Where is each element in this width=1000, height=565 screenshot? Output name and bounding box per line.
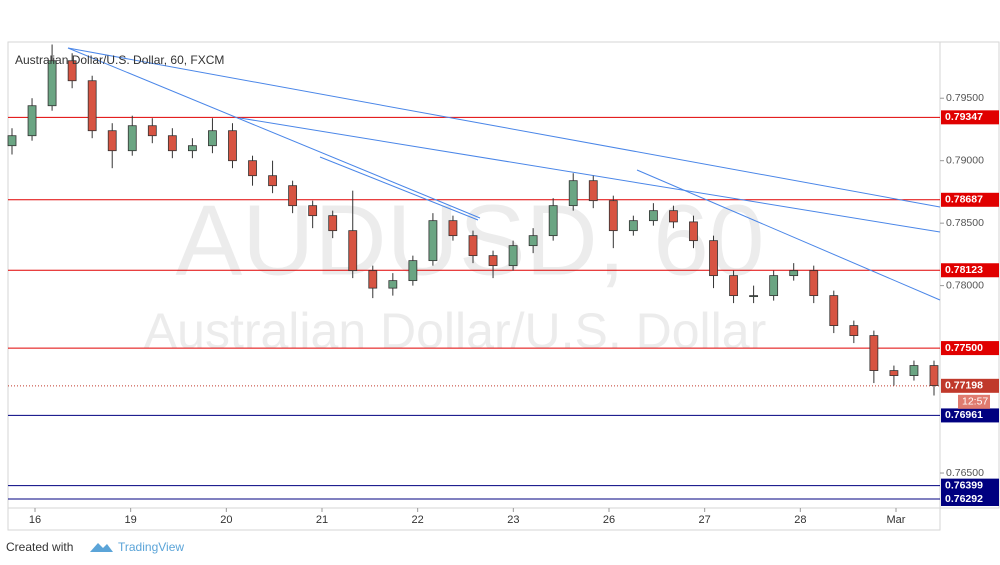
- chart-title: Australian Dollar/U.S. Dollar, 60, FXCM: [15, 53, 224, 67]
- x-tick-label: 21: [316, 514, 328, 526]
- candle-body: [428, 220, 438, 262]
- x-tick-label: 26: [603, 514, 615, 526]
- x-tick-label: 19: [125, 514, 137, 526]
- candle-body: [568, 180, 578, 207]
- candle-body: [689, 221, 698, 242]
- trend-line: [67, 47, 481, 219]
- candle-body: [749, 295, 759, 298]
- candle-body: [388, 280, 398, 289]
- candle-body: [769, 275, 779, 297]
- level-label-box: [941, 478, 999, 493]
- candle-body: [488, 255, 498, 267]
- candle-body: [508, 245, 518, 267]
- plot-area: [7, 41, 941, 509]
- candle-body: [528, 235, 538, 247]
- x-tick-label: 16: [29, 514, 41, 526]
- trend-lines: [67, 47, 941, 301]
- candle-body: [328, 215, 338, 232]
- level-label: 0.78687: [945, 194, 983, 206]
- candle-body: [729, 275, 738, 297]
- candle-body: [929, 365, 939, 386]
- candle-body: [408, 260, 418, 282]
- candle-body: [348, 230, 358, 272]
- level-label-box: [941, 408, 999, 423]
- candle-body: [608, 200, 618, 232]
- trend-line: [67, 47, 941, 208]
- candle-body: [67, 60, 77, 82]
- trend-line: [319, 156, 479, 221]
- level-label-box: [941, 263, 999, 278]
- x-tick-label: 22: [412, 514, 424, 526]
- level-label-box: [941, 341, 999, 356]
- x-tick-label: 28: [794, 514, 806, 526]
- candle-body: [47, 60, 57, 107]
- candle-body: [87, 80, 97, 132]
- candle-body: [709, 240, 718, 277]
- candle-body: [809, 270, 819, 297]
- last-price-label: 0.77198: [945, 380, 983, 392]
- tradingview-logo: [90, 543, 113, 552]
- candle-body: [849, 325, 859, 336]
- level-label: 0.76292: [945, 493, 983, 505]
- candle-body: [187, 145, 197, 152]
- trend-line: [636, 169, 941, 301]
- y-tick-label: 0.78000: [946, 279, 984, 291]
- candle-body: [288, 185, 298, 207]
- candle-body: [548, 205, 558, 237]
- level-label-box: [941, 492, 999, 507]
- candle-body: [648, 210, 658, 222]
- x-tick-label: 27: [699, 514, 711, 526]
- candle-body: [368, 270, 378, 289]
- candle-body: [248, 160, 257, 177]
- candle-body: [829, 295, 839, 326]
- candle-body: [208, 130, 217, 147]
- level-label: 0.79347: [945, 111, 983, 123]
- footer-text: Created with: [6, 540, 73, 554]
- level-label: 0.76399: [945, 479, 983, 491]
- y-tick-label: 0.79500: [946, 92, 984, 104]
- last-price-box: [941, 378, 999, 393]
- level-label: 0.76961: [945, 409, 983, 421]
- candle-body: [167, 135, 177, 152]
- level-label-box: [941, 192, 999, 207]
- candle-body: [147, 125, 157, 137]
- x-tick-label: 23: [507, 514, 519, 526]
- x-tick-label: 20: [220, 514, 232, 526]
- candle-body: [27, 105, 37, 137]
- candle-body: [228, 130, 237, 162]
- candle-body: [669, 210, 678, 223]
- countdown-box: [958, 394, 990, 409]
- y-tick-label: 0.79000: [946, 154, 984, 166]
- candle-body: [588, 180, 598, 202]
- candle-body: [7, 135, 17, 147]
- footer-brand[interactable]: TradingView: [118, 540, 184, 554]
- candle-body: [869, 335, 879, 371]
- level-label: 0.78123: [945, 264, 983, 276]
- candle-body: [448, 220, 458, 237]
- candle-body: [268, 175, 277, 187]
- level-label: 0.77500: [945, 342, 983, 354]
- candle-body: [628, 220, 638, 232]
- candle-body: [909, 365, 919, 376]
- candle-body: [127, 125, 137, 152]
- level-label-box: [941, 110, 999, 125]
- candle-body: [107, 130, 117, 152]
- x-tick-label: Mar: [887, 514, 906, 526]
- candle-body: [889, 370, 899, 376]
- watermark: Australian Dollar/U.S. Dollar: [144, 303, 766, 359]
- time-axis: [7, 507, 941, 531]
- trend-line: [239, 117, 941, 233]
- candle-body: [789, 270, 799, 277]
- candle-body: [308, 205, 318, 217]
- candle-body: [468, 235, 478, 257]
- countdown: 12:57: [962, 396, 988, 408]
- y-tick-label: 0.76500: [946, 467, 984, 479]
- y-tick-label: 0.78500: [946, 217, 984, 229]
